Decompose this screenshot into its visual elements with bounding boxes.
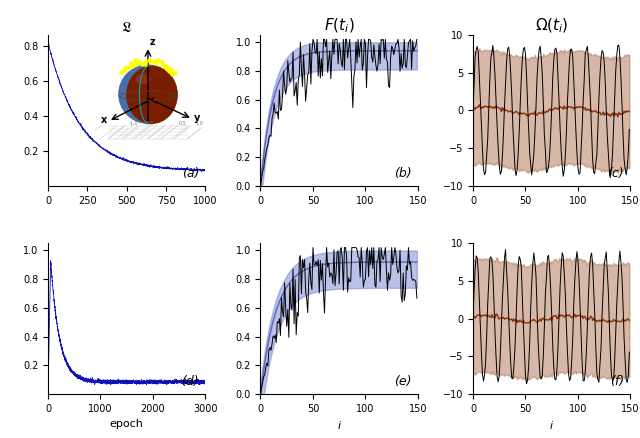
Title: $F(t_i)$: $F(t_i)$: [324, 17, 355, 35]
Text: (c): (c): [607, 167, 624, 180]
Text: (a): (a): [182, 167, 199, 180]
Text: (f): (f): [610, 375, 624, 388]
X-axis label: epoch: epoch: [110, 420, 143, 430]
X-axis label: $i$: $i$: [337, 420, 342, 431]
Text: (b): (b): [394, 167, 412, 180]
Title: $\Omega(t_i)$: $\Omega(t_i)$: [535, 17, 568, 35]
X-axis label: $i$: $i$: [549, 420, 554, 431]
Text: (e): (e): [394, 375, 412, 388]
Text: (d): (d): [182, 375, 199, 388]
Title: $\mathfrak{L}$: $\mathfrak{L}$: [122, 21, 132, 35]
